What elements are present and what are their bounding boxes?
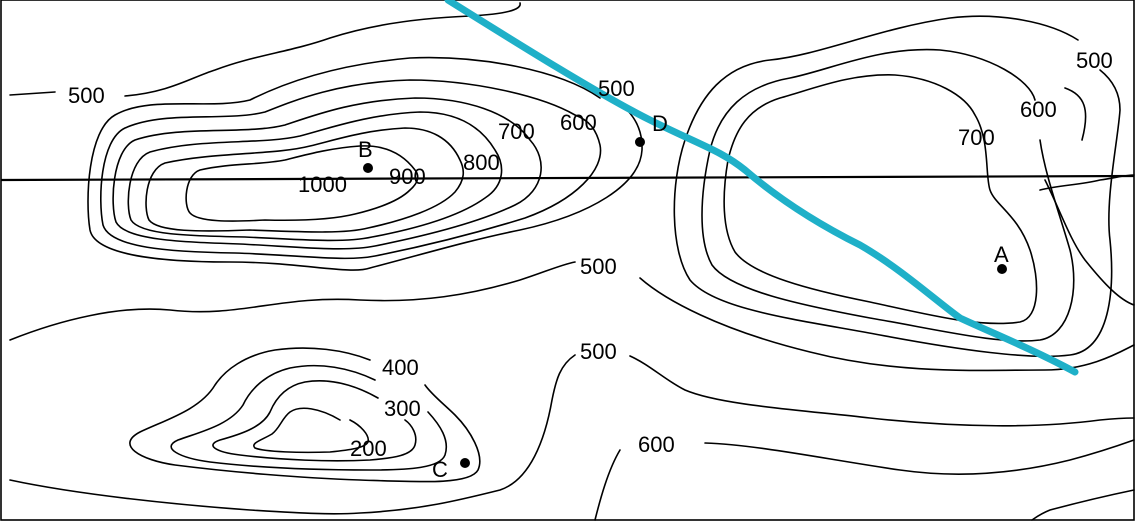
contour-label: 700 (498, 119, 535, 144)
route-line (444, 0, 1079, 376)
contour-line (9, 354, 1135, 515)
contour-line (9, 2, 521, 97)
contour-line (1044, 87, 1135, 306)
contour-label: 600 (638, 432, 675, 457)
point-d-label: D (652, 111, 668, 136)
contour-label: 600 (1020, 97, 1057, 122)
contour-label: 500 (598, 76, 635, 101)
contour-line (87, 56, 643, 271)
point-a-dot (997, 264, 1007, 274)
contour-label: 400 (382, 355, 419, 380)
contour-label: 500 (580, 254, 617, 279)
point-b-dot (363, 163, 373, 173)
contour-line (212, 380, 417, 462)
contour-label: 500 (68, 83, 105, 108)
point-c-label: C (432, 457, 448, 482)
contour-label: 700 (958, 125, 995, 150)
contour-line (673, 15, 1121, 358)
contour-line (185, 145, 419, 222)
contour-label: 900 (389, 164, 426, 189)
point-d-dot (635, 137, 645, 147)
contour-line (127, 111, 503, 242)
point-a-label: A (994, 242, 1009, 267)
contour-label: 200 (350, 436, 387, 461)
contour-label: 1000 (298, 172, 347, 197)
contour-label: 600 (560, 110, 597, 135)
contour-label: 500 (1076, 48, 1113, 73)
contour-line (253, 407, 370, 454)
point-b-label: B (358, 137, 373, 162)
contour-line (1031, 489, 1135, 521)
contour-line (170, 364, 447, 471)
point-c-dot (460, 458, 470, 468)
contour-line (145, 127, 465, 233)
contour-label: 300 (384, 396, 421, 421)
contour-label: 800 (463, 150, 500, 175)
contour-line (594, 439, 1135, 521)
profile-line (0, 174, 1135, 182)
contour-line (99, 79, 602, 260)
contour-line (129, 347, 481, 483)
contour-line (701, 48, 1075, 342)
contour-line (112, 97, 542, 250)
contour-line (723, 74, 1038, 325)
contour-line (9, 261, 1135, 372)
contour-label: 500 (580, 339, 617, 364)
